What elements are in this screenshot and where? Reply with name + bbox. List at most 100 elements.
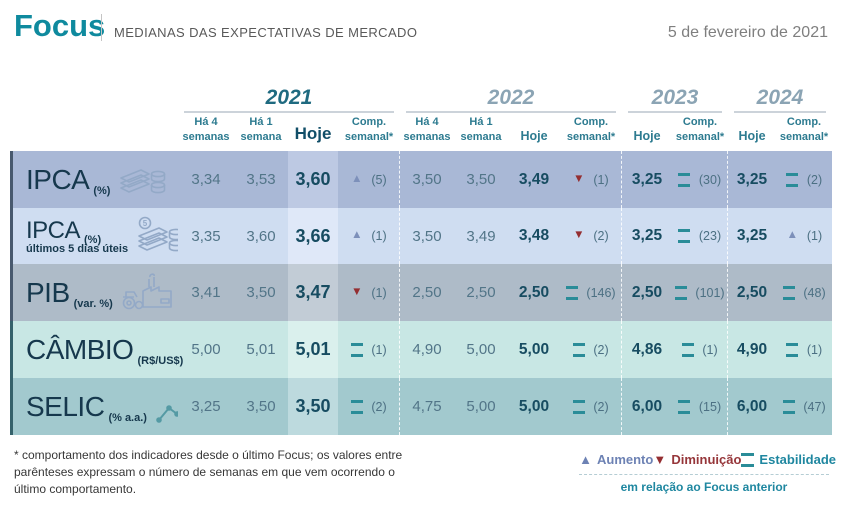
pib-2021-hoje: 3,47 [288,264,338,321]
comp-arrow-icon [350,287,363,299]
cambio-2022-comp: (2) [560,321,622,378]
subheader-spacer [10,113,178,151]
comp-arrow-icon [678,400,691,414]
focus-logo: Focus [14,8,106,43]
ipca5-2023-hoje: 3,25 [622,208,672,264]
ipca5-2021-ha1: 3,60 [234,208,288,264]
cambio-2023-hoje: 4,86 [622,321,672,378]
comp-arrow-icon [782,286,795,300]
svg-text:5: 5 [143,219,148,228]
ipca5-2023-comp: (23) [672,208,728,264]
footnote: * comportamento dos indicadores desde o … [14,448,403,497]
equals-icon [741,453,754,467]
comp-arrow-icon [350,400,363,414]
row-label-cambio: CÂMBIO(R$/US$) $ [10,321,225,378]
col-2022-ha1: Há 1 semana [460,116,502,143]
expectations-table: 2021 2022 2023 2024 Há 4 semanas Há 1 sema… [10,85,832,435]
pib-2021-ha4: 3,41 [178,264,234,321]
money-stack-5-icon: 5 [138,216,184,252]
row-label-selic: SELIC(% a.a.) % [10,378,200,435]
selic-2021-ha4: 3,25 [178,378,234,435]
selic-2022-hoje: 5,00 [508,378,560,435]
comp-arrow-icon [782,400,795,414]
ipca-2024-hoje: 3,25 [728,151,776,208]
comp-arrow-icon [681,343,694,357]
pib-2021-ha1: 3,50 [234,264,288,321]
cambio-2021-ha4: 5,00 [178,321,234,378]
ipca5-2022-ha4: 3,50 [400,208,454,264]
selic-2021-hoje: 3,50 [288,378,338,435]
ipca5-2021-comp: (1) [338,208,400,264]
ipca-2023-comp: (30) [672,151,728,208]
comp-arrow-icon [678,229,691,243]
legend-estabilidade: Estabilidade [741,452,836,467]
row-label-ipca: IPCA (%) [10,151,178,208]
comp-arrow-icon [572,230,585,242]
year-2023: 2023 [628,85,722,113]
comp-arrow-icon [674,286,687,300]
cambio-2024-comp: (1) [776,321,832,378]
selic-2021-ha1: 3,50 [234,378,288,435]
comp-arrow-icon [350,343,363,357]
col-2024-hoje: Hoje [738,128,766,143]
cambio-2021-comp: (1) [338,321,400,378]
legend-aumento: Aumento [579,452,653,467]
comp-arrow-icon [786,173,799,187]
col-2023-comp: Comp. semanal* [675,116,725,143]
col-2021-comp: Comp. semanal* [344,116,394,143]
ipca-2021-comp: (5) [338,151,400,208]
down-arrow-icon [653,453,666,466]
col-2023-hoje: Hoje [633,128,661,143]
pib-2022-hoje: 2,50 [508,264,560,321]
pib-2024-hoje: 2,50 [728,264,776,321]
row-label-ipca-5dias: IPCA (%) últimos 5 dias úteis 5 [10,208,184,264]
pib-2022-ha1: 2,50 [454,264,508,321]
legend-diminuicao: Diminuição [653,452,741,467]
selic-2024-comp: (47) [776,378,832,435]
comp-arrow-icon [572,400,585,414]
year-2022: 2022 [406,85,616,113]
ipca-2022-comp: (1) [560,151,622,208]
ipca-2022-ha1: 3,50 [454,151,508,208]
ipca-2023-hoje: 3,25 [622,151,672,208]
year-2024: 2024 [734,85,826,113]
header-divider [101,14,102,41]
col-2021-ha4: Há 4 semanas [182,116,230,143]
cambio-2022-ha1: 5,00 [454,321,508,378]
ipca5-2021-ha4: 3,35 [178,208,234,264]
ipca5-2021-hoje: 3,66 [288,208,338,264]
col-2021-hoje: Hoje [294,123,332,143]
up-arrow-icon [579,453,592,466]
comp-arrow-icon [572,174,585,186]
col-2022-ha4: Há 4 semanas [403,116,451,143]
selic-2022-ha4: 4,75 [400,378,454,435]
comp-arrow-icon [678,173,691,187]
pib-2022-comp: (146) [560,264,622,321]
col-2022-hoje: Hoje [520,128,548,143]
comp-arrow-icon [565,286,578,300]
ipca5-2024-hoje: 3,25 [728,208,776,264]
comp-arrow-icon [786,343,799,357]
legend-items: Aumento Diminuição Estabilidade [579,452,836,475]
selic-2023-comp: (15) [672,378,728,435]
comp-arrow-icon [350,174,363,186]
legend-note: em relação ao Focus anterior [620,480,788,494]
pib-2023-hoje: 2,50 [622,264,672,321]
factory-tractor-icon [122,272,172,309]
col-2021-ha1: Há 1 semana [240,116,282,143]
comp-arrow-icon [786,230,799,242]
year-2021: 2021 [184,85,394,113]
cambio-2021-ha1: 5,01 [234,321,288,378]
cambio-2022-hoje: 5,00 [508,321,560,378]
ipca5-2022-hoje: 3,48 [508,208,560,264]
pib-2023-comp: (101) [672,264,728,321]
cambio-2024-hoje: 4,90 [728,321,776,378]
comp-arrow-icon [350,230,363,242]
col-2022-comp: Comp. semanal* [566,116,616,143]
cambio-2022-ha4: 4,90 [400,321,454,378]
pib-2024-comp: (48) [776,264,832,321]
selic-2022-ha1: 5,00 [454,378,508,435]
comp-arrow-icon [572,343,585,357]
report-date: 5 de fevereiro de 2021 [667,24,828,41]
selic-2023-hoje: 6,00 [622,378,672,435]
